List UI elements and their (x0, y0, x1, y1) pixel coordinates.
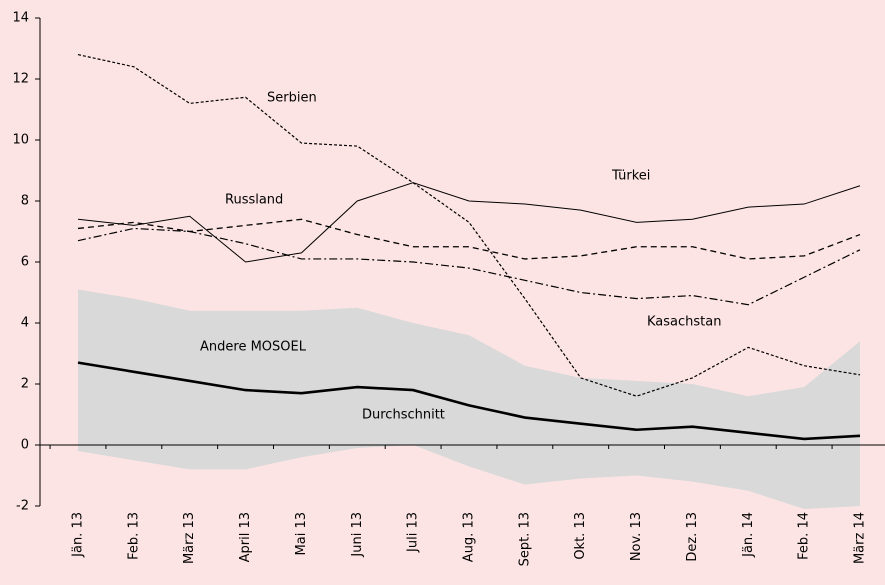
series-label: Russland (225, 193, 283, 208)
y-tick-label: 2 (21, 377, 29, 392)
x-tick-label: Juni 13 (350, 512, 365, 558)
y-tick-label: 10 (12, 133, 29, 148)
y-tick-label: 4 (21, 316, 29, 331)
x-tick-label: Okt. 13 (573, 512, 588, 560)
x-tick-label: Feb. 13 (126, 512, 141, 560)
y-tick-label: 14 (12, 11, 29, 26)
x-tick-label: März 14 (853, 512, 868, 564)
series-line (77, 218, 861, 260)
x-tick-label: Feb. 14 (797, 512, 812, 560)
series-line (77, 182, 861, 263)
series-line (77, 227, 861, 306)
series-line (77, 54, 861, 397)
x-tick-label: Dez. 13 (685, 512, 700, 562)
x-tick-label: Jän. 14 (741, 512, 756, 558)
x-tick-label: Nov. 13 (629, 512, 644, 561)
range-band (78, 289, 860, 510)
y-tick-label: -2 (16, 499, 29, 514)
band-label: Andere MOSOEL (200, 340, 307, 355)
x-tick-label: Jän. 13 (71, 512, 86, 558)
series-label: Türkei (611, 169, 650, 184)
x-tick-label: April 13 (238, 512, 253, 562)
series-line (77, 361, 861, 441)
x-tick-label: Aug. 13 (462, 512, 477, 562)
series-label: Serbien (267, 91, 317, 106)
y-tick-label: 8 (21, 194, 29, 209)
x-tick-label: März 13 (182, 512, 197, 564)
x-tick-label: Sept. 13 (517, 512, 532, 566)
series-label: Kasachstan (647, 315, 721, 330)
y-tick-label: 0 (21, 438, 29, 453)
x-tick-label: Mai 13 (294, 512, 309, 555)
y-tick-label: 12 (12, 72, 29, 87)
x-tick-label: Juli 13 (406, 512, 421, 553)
series-label: Durchschnitt (362, 408, 445, 423)
y-tick-label: 6 (21, 255, 29, 270)
